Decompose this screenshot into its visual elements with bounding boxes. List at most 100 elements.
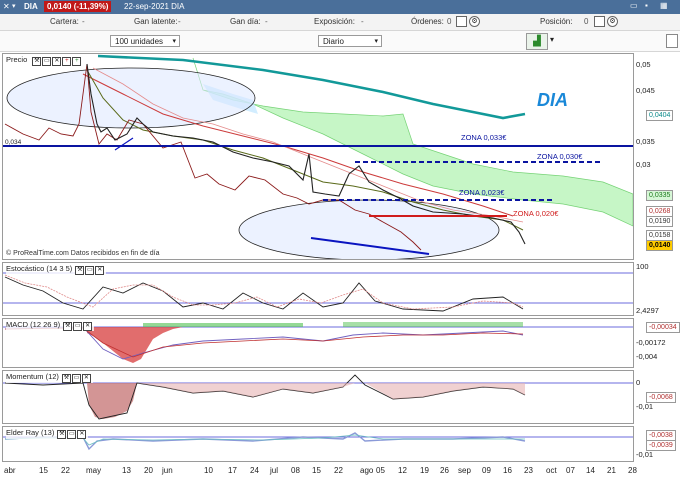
period-select[interactable]: Diario ▾	[318, 35, 382, 47]
macd-title: MACD (12 26 9) ⚒ ▭ ✕	[6, 320, 95, 331]
date-tick: 17	[228, 466, 237, 475]
date-tick: 19	[420, 466, 429, 475]
price-axis-label: 0,05	[636, 60, 651, 69]
zone-label-033: ZONA 0,033€	[461, 133, 507, 142]
date-tick: 05	[376, 466, 385, 475]
wrench-icon[interactable]: ⚒	[57, 430, 67, 439]
date-tick: 07	[566, 466, 575, 475]
close-icon[interactable]: ✕	[52, 57, 62, 66]
exposicion-value: -	[361, 17, 364, 26]
price-axis-label: 0,03	[636, 160, 651, 169]
close-icon[interactable]: ✕	[95, 266, 105, 275]
units-select[interactable]: 100 unidades ▾	[110, 35, 180, 47]
add-panel-icon[interactable]: +	[72, 57, 82, 66]
moving-average-pink	[92, 67, 524, 223]
zone-label-020: ZONA 0,020€	[513, 209, 559, 218]
elder-ray-tag: -0,0039	[646, 440, 676, 451]
chart-controls-bar: 100 unidades ▾ Diario ▾ ▟ ▾	[0, 31, 680, 52]
wrench-icon[interactable]: ⚒	[61, 374, 71, 383]
date-tick: 09	[482, 466, 491, 475]
posicion-gear-icon[interactable]: ⚙	[607, 16, 618, 27]
price-tag-ma: 0,0190	[646, 216, 674, 227]
price-change-badge: 0,0140 (-11,39%)	[44, 1, 112, 12]
window-titlebar: ✕ ▾ DIA 0,0140 (-11,39%) 22-sep-2021 DIA…	[0, 0, 680, 14]
price-tag-teal: 0,0404	[646, 110, 674, 121]
window-icon[interactable]: ▭	[73, 322, 83, 331]
stochastic-axis-label: 2,4297	[636, 306, 659, 315]
latente-value: -	[178, 17, 181, 26]
date-tick: 14	[586, 466, 595, 475]
symbol-name: DIA	[24, 2, 38, 11]
close-icon[interactable]: ✕	[77, 430, 87, 439]
trend-line-blue	[310, 237, 430, 255]
data-source-note: © ProRealTime.com Datos recibidos en fin…	[6, 250, 160, 257]
lagging-line	[4, 63, 422, 251]
date-tick: oct	[546, 466, 557, 475]
chart-type-dropdown-icon[interactable]: ▾	[550, 35, 555, 44]
minimize-icon[interactable]: ▭	[630, 1, 638, 10]
date-tick: 13	[122, 466, 131, 475]
price-panel: Precio ⚒ ▭ ✕ + + DIA 0,034 ZONA 0,033€ ZONA …	[2, 53, 634, 260]
date-tick: 12	[398, 466, 407, 475]
date-tick: 22	[61, 466, 70, 475]
ordenes-gear-icon[interactable]: ⚙	[469, 16, 480, 27]
layout-icon[interactable]	[666, 34, 678, 48]
price-chart[interactable]	[3, 54, 633, 259]
dropdown-icon[interactable]: ▾	[12, 3, 16, 10]
period-select-value: Diario	[323, 37, 344, 46]
date-tick: ago	[360, 466, 374, 475]
macd-tag: -0,00034	[646, 322, 680, 333]
posicion-box-icon[interactable]	[594, 16, 605, 27]
stochastic-chart[interactable]	[3, 263, 633, 315]
macd-chart[interactable]	[3, 319, 633, 367]
date-tick: 15	[39, 466, 48, 475]
price-line	[86, 63, 526, 245]
macd-axis-label: -0,004	[636, 352, 658, 361]
momentum-tag: -0,0068	[646, 392, 676, 403]
window-icon[interactable]: ▭	[67, 430, 77, 439]
moving-average-teal	[97, 54, 526, 120]
date-tick: may	[86, 466, 102, 475]
latente-label: Gan latente:	[134, 17, 178, 26]
chart-type-icon[interactable]: ▟	[526, 33, 548, 50]
momentum-chart[interactable]	[3, 371, 633, 423]
moving-average-red	[82, 73, 514, 217]
window-icon[interactable]: ▭	[71, 374, 81, 383]
elder-ray-chart[interactable]	[3, 427, 633, 461]
cartera-label: Cartera:	[50, 17, 79, 26]
macd-panel: MACD (12 26 9) ⚒ ▭ ✕	[2, 318, 634, 368]
date-tick: jun	[162, 466, 173, 475]
portfolio-toolbar: Cartera: - Gan latente: - Gan día: - Exp…	[0, 14, 680, 31]
close-icon[interactable]: ✕	[3, 2, 10, 11]
elder-ray-panel: Elder Ray (13) ⚒ ▭ ✕	[2, 426, 634, 462]
momentum-axis-label: -0,01	[636, 402, 654, 411]
price-tag-cloud: 0,0335	[646, 190, 674, 201]
window-icon[interactable]: ▭	[85, 266, 95, 275]
grid-icon[interactable]: ▦	[660, 1, 668, 10]
stochastic-panel: Estocástico (14 3 5) ⚒ ▭ ✕	[2, 262, 634, 316]
momentum-panel: Momentum (12) ⚒ ▭ ✕	[2, 370, 634, 424]
posicion-value: 0	[584, 17, 589, 26]
date-tick: 26	[440, 466, 449, 475]
price-panel-title: Precio ⚒ ▭ ✕ + +	[6, 55, 84, 66]
date-axis: abr 15 22 may 13 20 jun 10 17 24 jul 08 …	[0, 464, 680, 478]
price-axis-label: 0,035	[636, 137, 655, 146]
close-icon[interactable]: ✕	[83, 322, 93, 331]
stochastic-axis-label: 100	[636, 262, 649, 271]
ordenes-value: 0	[447, 17, 452, 26]
wrench-icon[interactable]: ⚒	[75, 266, 85, 275]
wrench-icon[interactable]: ⚒	[63, 322, 73, 331]
date-tick: 22	[334, 466, 343, 475]
gan-dia-value: -	[265, 17, 268, 26]
date-tick: jul	[270, 466, 279, 475]
settings-icon[interactable]: ▪	[645, 1, 648, 10]
units-select-value: 100 unidades	[115, 37, 164, 46]
window-icon[interactable]: ▭	[42, 57, 52, 66]
exposicion-label: Exposición:	[314, 17, 355, 26]
add-icon[interactable]: +	[62, 57, 72, 66]
wrench-icon[interactable]: ⚒	[32, 57, 42, 66]
close-icon[interactable]: ✕	[81, 374, 91, 383]
date-tick: 08	[291, 466, 300, 475]
ordenes-box-icon[interactable]	[456, 16, 467, 27]
highlight-ellipse-right	[238, 199, 500, 259]
